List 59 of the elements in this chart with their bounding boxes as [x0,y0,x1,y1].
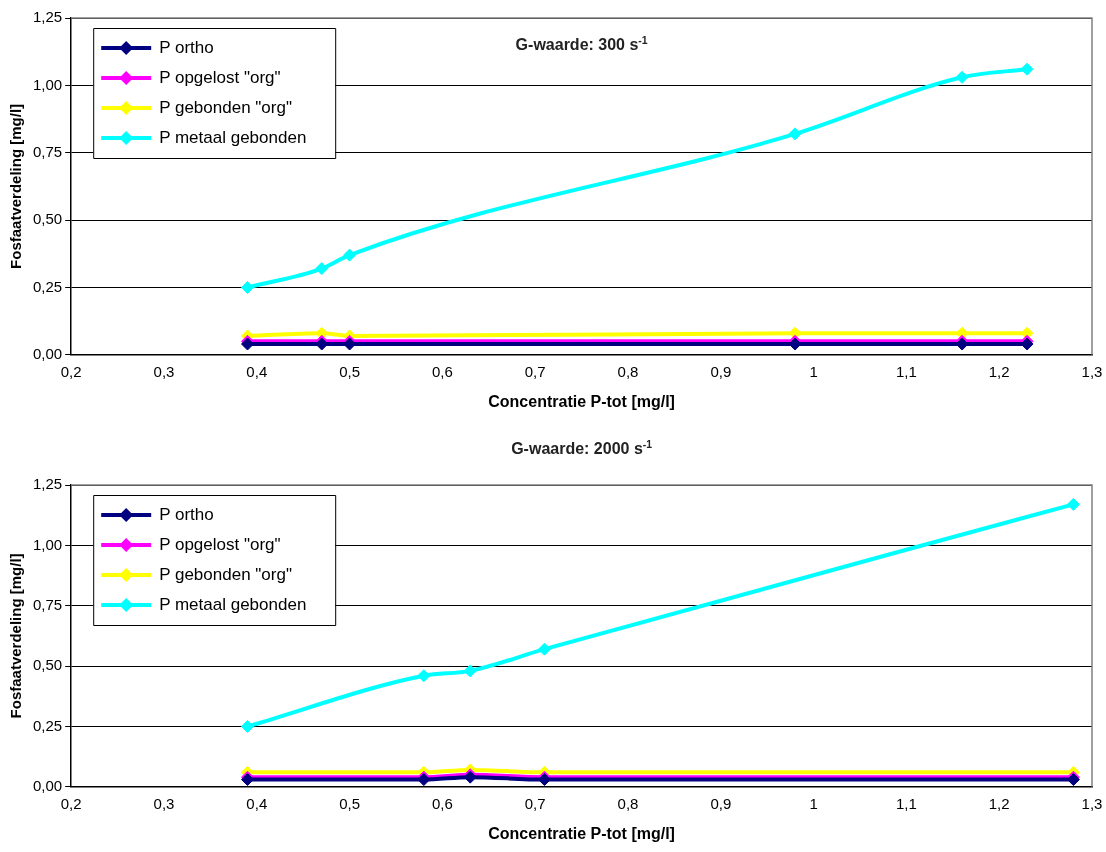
point [788,127,802,141]
x-tick-label: 1 [809,794,818,812]
point [955,70,969,84]
legend-label: P gebonden "org" [159,97,292,117]
point [241,280,255,294]
y-tick-label: 1,00 [32,535,63,553]
y-tick-label: 0,25 [32,716,63,734]
x-tick-label: 0,9 [710,362,732,380]
y-tick-label: 1,00 [32,75,63,93]
point [343,248,357,262]
point [417,669,431,683]
x-tick-label: 1,1 [895,362,917,380]
legend-label: P metaal gebonden [159,127,307,147]
legend-label: P opgelost "org" [159,534,281,554]
y-tick-label: 0,00 [32,344,63,362]
y-tick-label: 1,25 [32,475,63,493]
point [1066,497,1080,511]
x-tick-label: 0,2 [60,794,82,812]
y-tick-label: 0,50 [32,210,63,228]
y-axis-title: Fosfaatverdeling [mg/l] [7,103,25,269]
x-tick-label: 0,2 [60,362,82,380]
x-axis-title: Concentratie P-tot [mg/l] [488,392,675,410]
x-tick-label: 1 [809,362,818,380]
x-tick-label: 1,2 [988,794,1010,812]
x-tick-label: 1,2 [988,362,1010,380]
y-tick-label: 1,25 [32,8,63,26]
point [241,719,255,733]
x-tick-label: 0,7 [524,794,546,812]
x-tick-label: 1,1 [895,794,917,812]
x-tick-label: 0,6 [431,794,453,812]
x-tick-label: 0,5 [339,362,361,380]
point [315,262,329,276]
point [537,642,551,656]
x-tick-label: 0,8 [617,794,639,812]
x-tick-label: 0,3 [153,362,175,380]
x-axis-title: Concentratie P-tot [mg/l] [488,824,675,842]
y-tick-label: 0,75 [32,595,63,613]
y-tick-label: 0,25 [32,277,63,295]
legend-label: P ortho [159,504,214,524]
point [1020,62,1034,76]
legend-label: P metaal gebonden [159,594,307,614]
x-tick-label: 1,3 [1081,794,1103,812]
x-tick-label: 0,9 [710,794,732,812]
x-tick-label: 0,3 [153,794,175,812]
legend-label: P opgelost "org" [159,67,281,87]
legend-label: P ortho [159,37,214,57]
x-tick-label: 0,6 [431,362,453,380]
x-tick-label: 1,3 [1081,362,1103,380]
y-tick-label: 0,75 [32,142,63,160]
point [463,664,477,678]
y-tick-label: 0,00 [32,776,63,794]
x-tick-label: 0,7 [524,362,546,380]
x-tick-label: 0,5 [339,794,361,812]
y-tick-label: 0,50 [32,656,63,674]
x-tick-label: 0,8 [617,362,639,380]
legend-label: P gebonden "org" [159,564,292,584]
x-tick-label: 0,4 [246,362,268,380]
x-tick-label: 0,4 [246,794,268,812]
y-axis-title: Fosfaatverdeling [mg/l] [7,553,25,719]
